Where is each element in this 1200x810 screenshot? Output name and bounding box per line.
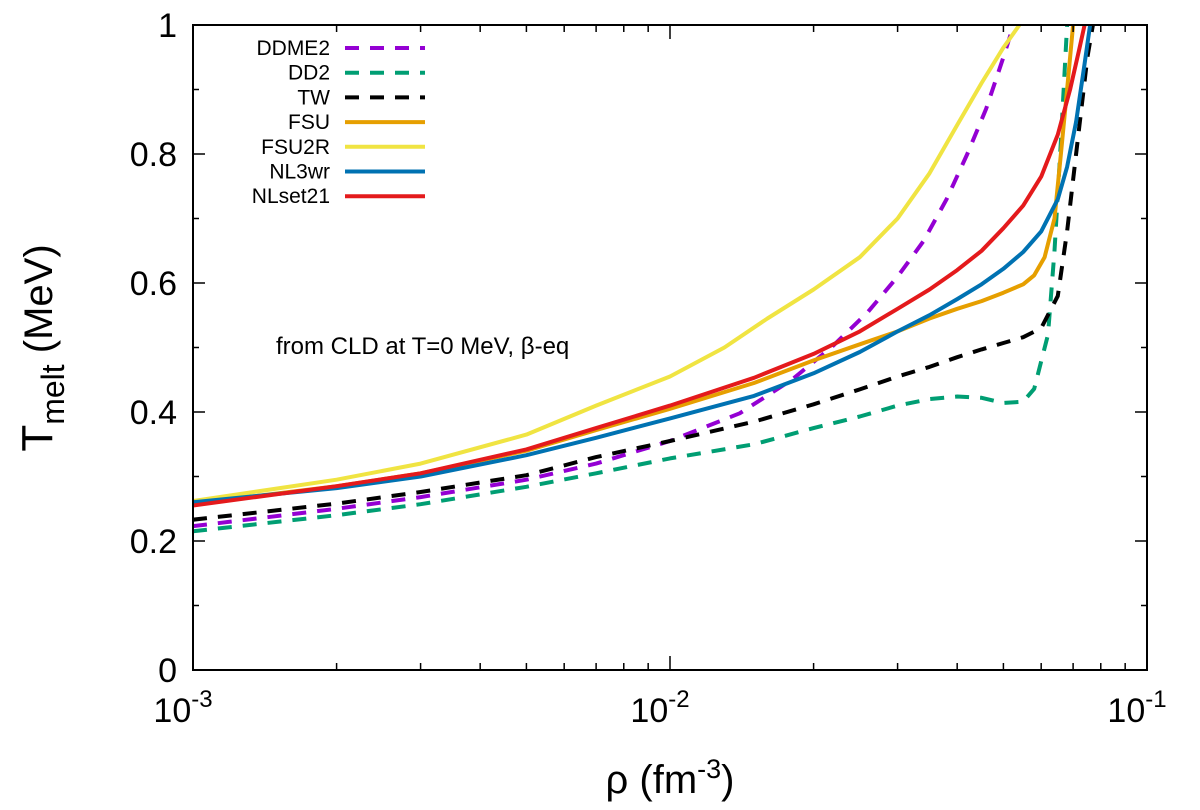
series-line-fsu2r [193,25,1022,503]
x-tick-label-exp: -3 [191,686,212,713]
y-axis-title-main: T [13,425,62,452]
x-tick-label: 10-3 [153,686,212,730]
legend-entry-fsu2r: FSU2R [261,136,425,159]
y-tick-label: 0.4 [130,394,177,432]
legend-label: FSU [288,111,330,134]
legend-label: DD2 [288,62,330,85]
legend-label: NLset21 [252,185,330,208]
series-line-ddme2 [193,25,1016,529]
x-tick-label-exp: -1 [1145,686,1166,713]
annotation: from CLD at T=0 MeV, β-eq [276,333,569,360]
legend-entry-nlset21: NLset21 [252,185,425,208]
legend-entry-dd2: DD2 [288,62,425,85]
y-tick-label: 0 [158,652,177,690]
x-axis-title: ρ (fm-3) [606,754,735,802]
legend-entry-ddme2: DDME2 [256,37,425,60]
legend-label: NL3wr [269,161,330,184]
legend-label: TW [297,86,330,109]
series-line-nlset21 [193,25,1087,508]
legend-entry-fsu: FSU [288,111,425,134]
y-tick-label: 0.6 [130,265,177,303]
series-layer [193,25,1095,534]
legend-entry-tw: TW [297,86,425,109]
x-tick-label: 10-1 [1107,686,1166,730]
x-tick-label-exp: -2 [668,686,689,713]
y-tick-label: 0.2 [130,523,177,561]
series-line-tw [193,25,1095,522]
x-tick-label-base: 10 [630,692,668,730]
y-tick-label: 1 [158,7,177,45]
series-line-nl3wr [193,25,1093,505]
series-line-dd2 [193,25,1070,534]
x-axis-title-sup: -3 [697,754,721,784]
x-axis-title-close: ) [721,758,734,802]
x-axis-title-main: ρ (fm [606,758,698,802]
y-axis-title: Tmelt (MeV) [13,244,71,451]
legend-entry-nl3wr: NL3wr [269,161,425,184]
legend-label: FSU2R [261,136,330,159]
y-axis-title-sub: melt [35,364,71,425]
y-tick-label: 0.8 [130,136,177,174]
y-axis-title-rest: (MeV) [17,244,61,364]
x-tick-label-base: 10 [1107,692,1145,730]
x-tick-label: 10-2 [630,686,689,730]
x-tick-label-base: 10 [153,692,191,730]
legend-label: DDME2 [256,37,330,60]
